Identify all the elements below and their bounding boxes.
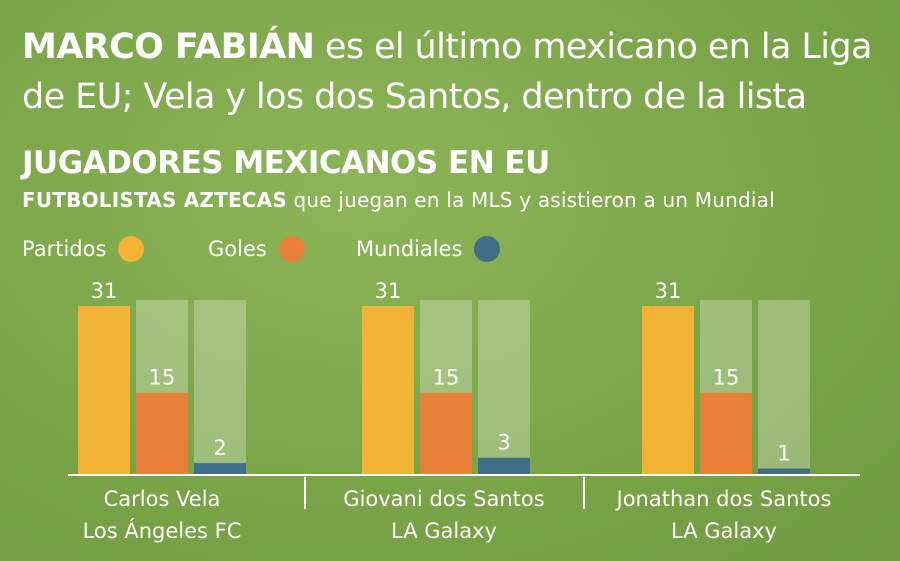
- bar-track: [758, 300, 810, 474]
- bar-partidos-jonathan-dos-santos: [642, 306, 694, 474]
- chart-legend: Partidos Goles Mundiales: [22, 234, 582, 264]
- team-name: LA Galaxy: [391, 519, 497, 543]
- legend-item-mundiales: Mundiales: [356, 234, 501, 264]
- section-title: JUGADORES MEXICANOS EN EU: [22, 145, 550, 181]
- player-name: Jonathan dos Santos: [616, 487, 832, 511]
- data-label-mundiales-giovani-dos-santos: 3: [497, 431, 510, 455]
- category-label-giovani-dos-santos: Giovani dos Santos LA Galaxy: [314, 483, 574, 547]
- legend-label-goles: Goles: [208, 237, 267, 261]
- bar-mundiales-giovani-dos-santos: [478, 457, 530, 474]
- bar-partidos-carlos-vela: [78, 306, 130, 474]
- legend-item-goles: Goles: [208, 234, 305, 264]
- data-label-mundiales-carlos-vela: 2: [213, 436, 226, 460]
- player-name: Giovani dos Santos: [343, 487, 545, 511]
- category-separator: [583, 477, 585, 509]
- team-name: LA Galaxy: [671, 519, 777, 543]
- headline-rest: es el último mexicano en la Liga de EU; …: [22, 27, 872, 117]
- headline: MARCO FABIÁN es el último mexicano en la…: [22, 22, 892, 122]
- subtitle-bold: FUTBOLISTAS AZTECAS: [22, 188, 287, 212]
- data-label-goles-jonathan-dos-santos: 15: [713, 366, 740, 390]
- subtitle: FUTBOLISTAS AZTECAS que juegan en la MLS…: [22, 188, 775, 212]
- player-name: Carlos Vela: [103, 487, 221, 511]
- legend-label-partidos: Partidos: [22, 237, 107, 261]
- data-label-partidos-giovani-dos-santos: 31: [375, 279, 402, 303]
- data-label-goles-giovani-dos-santos: 15: [433, 366, 460, 390]
- category-separator: [304, 477, 306, 509]
- legend-swatch-mundiales: [474, 236, 501, 262]
- bar-goles-giovani-dos-santos: [420, 392, 472, 474]
- data-label-goles-carlos-vela: 15: [149, 366, 176, 390]
- data-label-partidos-jonathan-dos-santos: 31: [655, 279, 682, 303]
- bar-mundiales-jonathan-dos-santos: [758, 468, 810, 474]
- headline-bold: MARCO FABIÁN: [22, 27, 315, 67]
- category-label-carlos-vela: Carlos Vela Los Ángeles FC: [32, 483, 292, 547]
- team-name: Los Ángeles FC: [82, 519, 242, 543]
- legend-item-partidos: Partidos: [22, 234, 145, 264]
- bar-track: [478, 300, 530, 474]
- data-label-mundiales-jonathan-dos-santos: 1: [777, 442, 790, 466]
- bar-goles-carlos-vela: [136, 392, 188, 474]
- bar-goles-jonathan-dos-santos: [700, 392, 752, 474]
- legend-label-mundiales: Mundiales: [356, 237, 463, 261]
- subtitle-rest: que juegan en la MLS y asistieron a un M…: [286, 188, 775, 212]
- legend-swatch-partidos: [118, 236, 145, 262]
- legend-swatch-goles: [278, 236, 305, 262]
- category-label-jonathan-dos-santos: Jonathan dos Santos LA Galaxy: [594, 483, 854, 547]
- data-label-partidos-carlos-vela: 31: [91, 279, 118, 303]
- bar-track: [194, 300, 246, 474]
- bar-mundiales-carlos-vela: [194, 463, 246, 474]
- bar-partidos-giovani-dos-santos: [362, 306, 414, 474]
